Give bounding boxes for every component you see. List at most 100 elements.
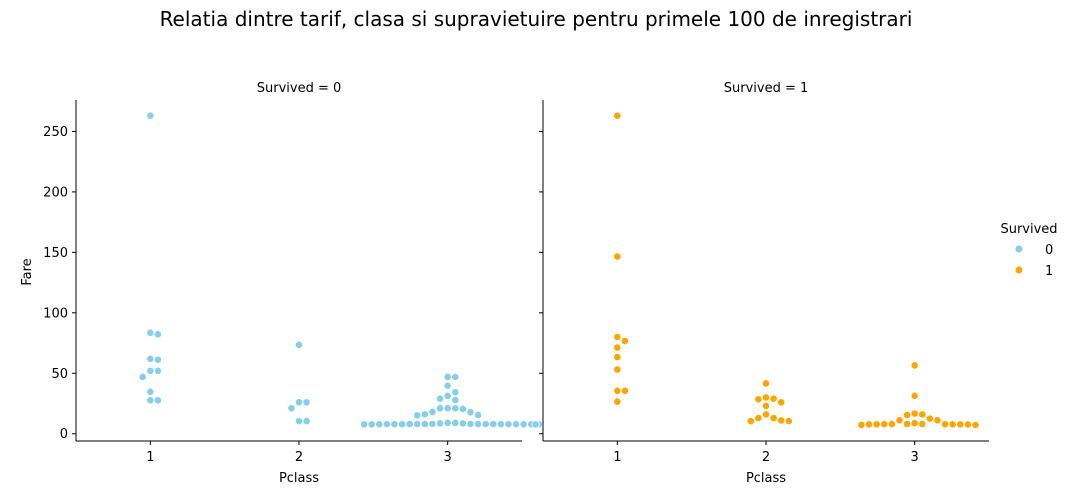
data-point: [295, 340, 303, 349]
x-tick-label: 2: [762, 450, 770, 465]
panel-survived-1: Survived = 1 1 2 3 Pclass: [539, 81, 989, 486]
y-axis-label: Fare: [20, 258, 35, 285]
data-point: [154, 366, 162, 375]
data-point: [613, 386, 622, 395]
data-point: [146, 328, 155, 337]
data-point: [382, 420, 391, 429]
legend: Survived 0 1: [1000, 222, 1057, 279]
data-point: [613, 397, 622, 406]
data-point: [302, 417, 311, 425]
data-point: [784, 417, 793, 425]
data-point: [302, 398, 311, 407]
data-point: [443, 391, 452, 400]
data-point: [420, 410, 429, 419]
y-tick-label: 50: [51, 367, 68, 382]
data-point: [154, 330, 162, 339]
data-point: [762, 393, 770, 402]
y-tick-label: 100: [43, 306, 68, 321]
data-point: [154, 355, 162, 364]
data-point: [451, 404, 460, 413]
data-point: [762, 379, 770, 388]
data-point: [295, 398, 303, 407]
data-point: [466, 420, 475, 428]
data-point: [621, 337, 629, 345]
panel-survived-0: Survived = 0 0 50 100 150 200 250 1 2 3 Pclass F…: [20, 81, 543, 486]
data-point: [428, 420, 437, 428]
data-point: [613, 343, 622, 352]
data-point: [933, 416, 942, 425]
data-point: [474, 420, 482, 428]
data-point: [857, 421, 866, 429]
data-point: [367, 420, 376, 429]
data-point: [146, 366, 155, 375]
data-point: [519, 420, 528, 429]
data-point: [436, 404, 444, 413]
data-point: [887, 420, 896, 428]
data-point: [451, 373, 460, 381]
data-point: [451, 418, 460, 427]
legend-label-0: 0: [1045, 243, 1053, 258]
data-point: [910, 419, 919, 428]
legend-marker-1: [1015, 266, 1023, 274]
data-point: [390, 420, 399, 429]
data-point: [443, 373, 452, 381]
data-point: [918, 410, 927, 419]
x-axis-label: Pclass: [746, 471, 786, 486]
data-point: [762, 402, 770, 410]
data-point: [613, 111, 622, 120]
x-tick-label: 1: [146, 450, 154, 465]
data-point: [428, 408, 437, 416]
data-point: [903, 420, 911, 428]
data-point: [754, 414, 763, 422]
data-point: [405, 420, 414, 428]
data-point: [287, 404, 296, 413]
data-point: [496, 420, 505, 429]
data-point: [458, 419, 467, 428]
y-tick-label: 250: [43, 125, 68, 140]
data-point: [777, 416, 786, 425]
data-point: [489, 420, 498, 428]
data-point: [941, 420, 949, 429]
data-point: [910, 391, 919, 400]
data-point: [895, 416, 904, 425]
data-point: [956, 420, 965, 429]
data-point: [613, 353, 622, 361]
x-tick-label: 3: [444, 450, 452, 465]
data-point: [466, 408, 475, 417]
data-point: [910, 409, 919, 418]
data-point: [880, 420, 889, 429]
y-tick-label: 0: [60, 427, 68, 442]
data-point: [458, 405, 467, 413]
data-point: [769, 414, 778, 422]
data-point: [451, 396, 460, 404]
data-point: [146, 387, 155, 396]
data-point: [146, 111, 155, 120]
data-point: [613, 333, 622, 341]
data-point: [925, 414, 934, 423]
data-point: [481, 420, 490, 428]
data-point: [398, 420, 406, 429]
data-point: [903, 411, 911, 419]
data-point: [420, 420, 429, 428]
data-point: [474, 411, 482, 419]
panel-title: Survived = 0: [257, 81, 342, 96]
plot-area: 0 50 100 150 200 250 1 2 3: [43, 100, 543, 465]
data-point: [872, 420, 881, 429]
y-tick-label: 200: [43, 185, 68, 200]
plot-area: 1 2 3: [539, 100, 989, 465]
data-point: [918, 420, 927, 428]
data-point: [295, 417, 303, 425]
data-point: [146, 354, 155, 363]
data-point: [971, 421, 980, 429]
data-point: [512, 420, 520, 429]
data-point: [948, 420, 957, 429]
data-point: [762, 410, 770, 419]
x-tick-label: 3: [911, 450, 919, 465]
data-point: [436, 419, 444, 428]
data-point: [963, 420, 972, 429]
data-point: [443, 381, 452, 390]
data-point: [443, 418, 452, 427]
legend-label-1: 1: [1045, 264, 1053, 279]
data-point: [451, 388, 460, 397]
